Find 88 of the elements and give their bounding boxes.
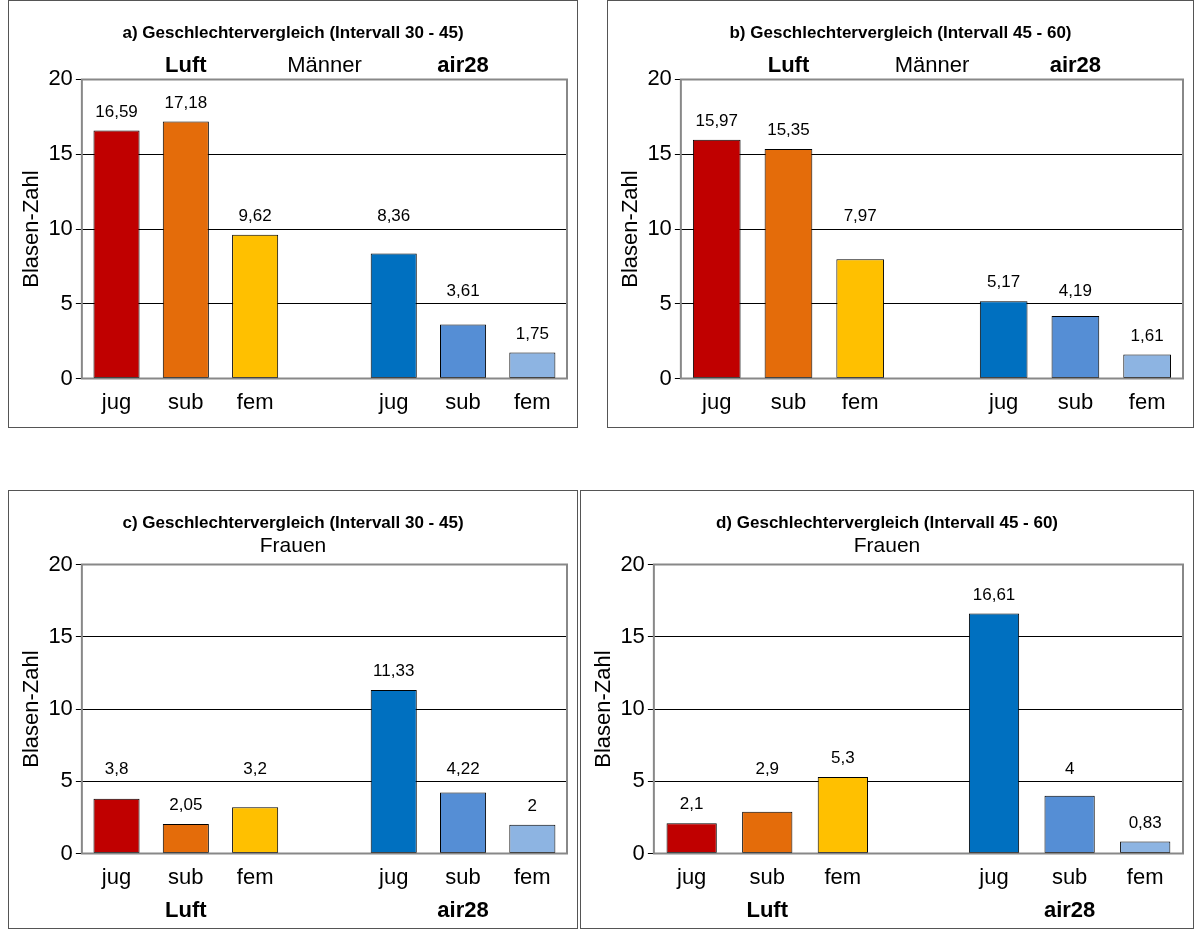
y-axis-title: Blasen-Zahl <box>18 170 44 288</box>
y-tick-label: 10 <box>647 215 672 241</box>
x-tick-label: sub <box>445 388 481 414</box>
chart-subtitle: Männer <box>894 52 970 78</box>
x-tick-label: jug <box>378 388 409 414</box>
x-tick-label: fem <box>841 388 879 414</box>
data-label: 9,62 <box>238 205 272 225</box>
y-tick-label: 0 <box>60 839 73 865</box>
x-tick-label: fem <box>236 388 274 414</box>
data-label: 15,97 <box>695 110 739 130</box>
data-label: 2,1 <box>679 794 704 814</box>
y-tick-label: 10 <box>620 695 645 721</box>
x-tick-label: jug <box>378 863 409 889</box>
chart-subtitle: Frauen <box>259 532 327 556</box>
y-tick-label: 20 <box>647 65 672 91</box>
y-tick-label: 15 <box>48 622 73 648</box>
chart-title: d) Geschlechtervergleich (Intervall 45 - 60) <box>715 512 1059 532</box>
x-tick-label: fem <box>514 863 551 889</box>
y-tick-label: 0 <box>659 364 672 390</box>
data-label: 4,22 <box>446 758 480 778</box>
x-tick-label: fem <box>1126 863 1164 889</box>
y-tick-label: 20 <box>48 550 73 576</box>
data-label: 3,8 <box>104 758 129 778</box>
y-tick-label: 5 <box>60 767 73 793</box>
x-tick-label: jug <box>978 863 1009 889</box>
x-tick-label: jug <box>100 388 132 414</box>
chart-title: c) Geschlechtervergleich (Intervall 30 - 45) <box>122 512 464 532</box>
x-tick-label: jug <box>701 388 732 414</box>
y-tick-label: 15 <box>647 140 672 166</box>
y-tick-label: 10 <box>48 215 73 241</box>
chart-title: a) Geschlechtervergleich (Intervall 30 - 45) <box>122 22 464 42</box>
x-tick-label: fem <box>824 863 862 889</box>
data-label: 4 <box>1064 758 1075 778</box>
data-label: 16,61 <box>972 584 1016 604</box>
text: Luft <box>165 52 208 78</box>
data-label: 5,17 <box>987 272 1021 292</box>
y-tick-label: 20 <box>620 550 645 576</box>
y-axis-title: Blasen-Zahl <box>617 170 643 288</box>
x-tick-label: fem <box>236 863 274 889</box>
data-label: 2 <box>527 795 538 815</box>
data-label: 8,36 <box>377 206 411 226</box>
data-label: 4,19 <box>1058 280 1092 300</box>
x-tick-label: sub <box>168 388 204 414</box>
y-tick-label: 15 <box>620 622 645 648</box>
chart-title: b) Geschlechtervergleich (Intervall 45 - 60) <box>729 22 1072 42</box>
text: Luft <box>746 896 789 922</box>
y-tick-label: 5 <box>632 767 645 793</box>
y-tick-label: 20 <box>48 65 73 91</box>
x-tick-label: jug <box>987 388 1019 414</box>
x-tick-label: jug <box>675 863 707 889</box>
y-tick-label: 0 <box>632 839 645 865</box>
x-tick-label: sub <box>445 863 481 889</box>
data-label: 3,2 <box>243 758 267 778</box>
data-label: 16,59 <box>95 101 138 121</box>
text: air28 <box>1043 896 1096 922</box>
y-tick-label: 15 <box>48 140 73 166</box>
y-tick-label: 10 <box>48 695 73 721</box>
x-tick-label: jug <box>100 863 132 889</box>
text: Luft <box>165 896 208 922</box>
data-label: 1,61 <box>1130 325 1164 345</box>
data-label: 0,83 <box>1128 812 1162 832</box>
x-tick-label: sub <box>1057 388 1094 414</box>
data-label: 3,61 <box>446 280 480 300</box>
y-tick-label: 5 <box>60 289 73 315</box>
data-label: 5,3 <box>831 748 855 768</box>
y-axis-title: Blasen-Zahl <box>590 650 616 768</box>
data-label: 2,05 <box>169 795 203 815</box>
text: air28 <box>437 52 489 78</box>
data-label: 7,97 <box>843 206 877 226</box>
x-tick-label: sub <box>168 863 204 889</box>
chart-subtitle: Männer <box>287 52 362 78</box>
chart-subtitle: Frauen <box>853 532 921 556</box>
y-axis-title: Blasen-Zahl <box>18 650 44 768</box>
data-label: 1,75 <box>515 323 549 343</box>
data-label: 11,33 <box>373 661 415 681</box>
y-tick-label: 0 <box>60 364 73 390</box>
x-tick-label: fem <box>1128 388 1166 414</box>
data-label: 17,18 <box>164 92 208 112</box>
x-tick-label: fem <box>514 388 551 414</box>
x-tick-label: sub <box>770 388 807 414</box>
text: air28 <box>1049 52 1102 78</box>
data-label: 15,35 <box>767 120 810 140</box>
data-label: 2,9 <box>755 758 780 778</box>
text: air28 <box>437 896 489 922</box>
y-tick-label: 5 <box>659 289 672 315</box>
x-tick-label: sub <box>749 863 785 889</box>
text: Luft <box>767 52 810 78</box>
x-tick-label: sub <box>1051 863 1088 889</box>
